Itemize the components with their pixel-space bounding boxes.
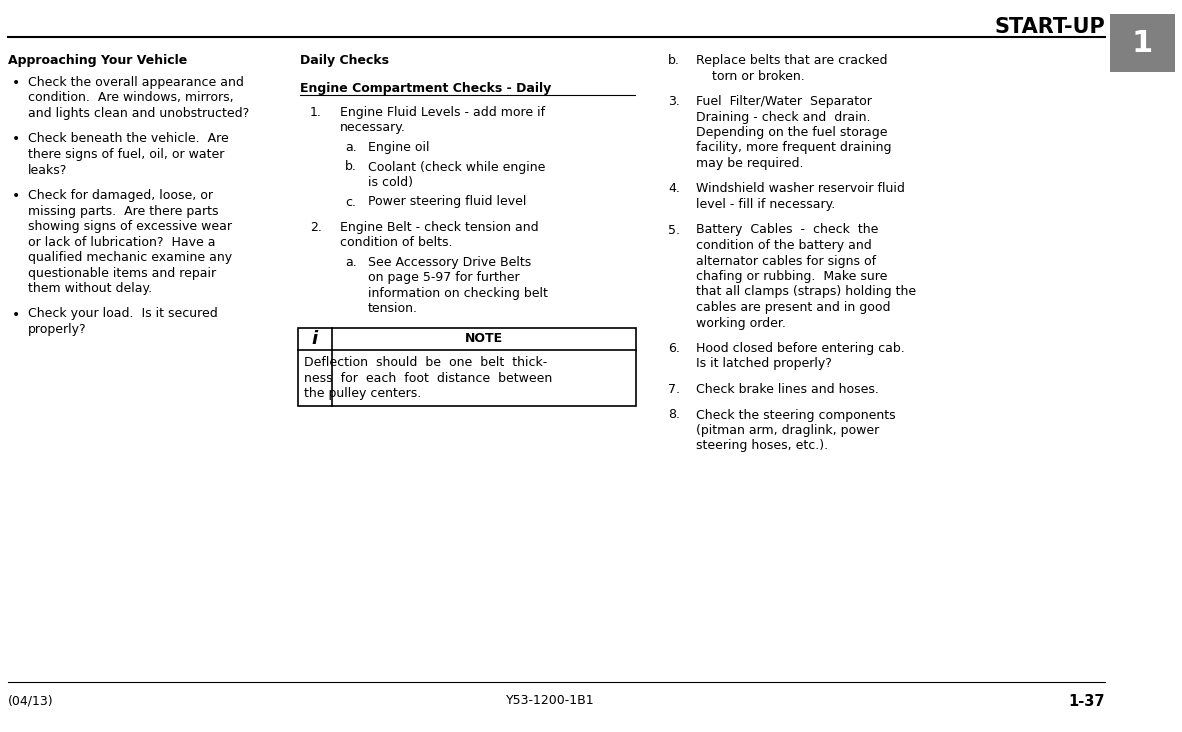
Text: 7.: 7. xyxy=(668,383,680,396)
Text: Approaching Your Vehicle: Approaching Your Vehicle xyxy=(8,54,187,67)
Text: torn or broken.: torn or broken. xyxy=(696,70,805,83)
Text: the pulley centers.: the pulley centers. xyxy=(304,387,421,400)
Text: 6.: 6. xyxy=(668,342,680,355)
Text: Engine Fluid Levels - add more if: Engine Fluid Levels - add more if xyxy=(340,106,545,119)
Text: Replace belts that are cracked: Replace belts that are cracked xyxy=(696,54,888,67)
Text: Check brake lines and hoses.: Check brake lines and hoses. xyxy=(696,383,879,396)
Text: is cold): is cold) xyxy=(368,176,413,189)
Text: •: • xyxy=(12,76,20,90)
Text: questionable items and repair: questionable items and repair xyxy=(28,266,216,280)
Text: Battery  Cables  -  check  the: Battery Cables - check the xyxy=(696,223,878,236)
Text: 2.: 2. xyxy=(310,221,322,234)
Text: Check the steering components: Check the steering components xyxy=(696,408,896,422)
Text: Check for damaged, loose, or: Check for damaged, loose, or xyxy=(28,189,213,202)
Text: cables are present and in good: cables are present and in good xyxy=(696,301,890,314)
Text: 4.: 4. xyxy=(668,182,680,195)
Text: Y53-1200-1B1: Y53-1200-1B1 xyxy=(506,694,595,707)
Text: Check beneath the vehicle.  Are: Check beneath the vehicle. Are xyxy=(28,132,229,146)
Text: START-UP: START-UP xyxy=(994,17,1105,37)
Text: 1: 1 xyxy=(1132,29,1154,58)
Text: 1-37: 1-37 xyxy=(1069,694,1105,709)
Text: condition.  Are windows, mirrors,: condition. Are windows, mirrors, xyxy=(28,92,234,105)
Text: them without delay.: them without delay. xyxy=(28,282,152,295)
Text: may be required.: may be required. xyxy=(696,157,804,170)
Text: necessary.: necessary. xyxy=(340,122,405,135)
Text: tension.: tension. xyxy=(368,302,418,315)
Bar xyxy=(1110,14,1175,72)
Text: (pitman arm, draglink, power: (pitman arm, draglink, power xyxy=(696,424,879,437)
Text: 8.: 8. xyxy=(668,408,680,422)
Text: qualified mechanic examine any: qualified mechanic examine any xyxy=(28,251,232,264)
Text: 3.: 3. xyxy=(668,95,680,108)
Text: Daily Checks: Daily Checks xyxy=(300,54,389,67)
Text: Power steering fluid level: Power steering fluid level xyxy=(368,195,526,209)
Text: Check the overall appearance and: Check the overall appearance and xyxy=(28,76,243,89)
Text: facility, more frequent draining: facility, more frequent draining xyxy=(696,141,891,154)
Text: information on checking belt: information on checking belt xyxy=(368,287,548,300)
Text: 1.: 1. xyxy=(310,106,322,119)
Text: or lack of lubrication?  Have a: or lack of lubrication? Have a xyxy=(28,236,215,248)
Text: Windshield washer reservoir fluid: Windshield washer reservoir fluid xyxy=(696,182,905,195)
Text: b.: b. xyxy=(668,54,680,67)
Text: there signs of fuel, oil, or water: there signs of fuel, oil, or water xyxy=(28,148,225,161)
Text: Engine oil: Engine oil xyxy=(368,141,429,154)
Text: that all clamps (straps) holding the: that all clamps (straps) holding the xyxy=(696,285,916,299)
Text: c.: c. xyxy=(345,195,356,209)
Text: Deflection  should  be  one  belt  thick-: Deflection should be one belt thick- xyxy=(304,356,547,369)
Text: i: i xyxy=(312,330,318,348)
Text: •: • xyxy=(12,132,20,146)
Text: NOTE: NOTE xyxy=(465,332,504,346)
Text: Engine Belt - check tension and: Engine Belt - check tension and xyxy=(340,221,539,234)
Text: Fuel  Filter/Water  Separator: Fuel Filter/Water Separator xyxy=(696,95,872,108)
Text: ness  for  each  foot  distance  between: ness for each foot distance between xyxy=(304,372,552,384)
Text: and lights clean and unobstructed?: and lights clean and unobstructed? xyxy=(28,107,249,120)
Text: on page 5-97 for further: on page 5-97 for further xyxy=(368,272,520,285)
Text: •: • xyxy=(12,189,20,203)
Text: Coolant (check while engine: Coolant (check while engine xyxy=(368,160,545,173)
Text: properly?: properly? xyxy=(28,323,86,336)
Text: See Accessory Drive Belts: See Accessory Drive Belts xyxy=(368,256,531,269)
Text: leaks?: leaks? xyxy=(28,163,67,176)
Text: working order.: working order. xyxy=(696,316,786,329)
Text: 5.: 5. xyxy=(668,223,680,236)
Text: Hood closed before entering cab.: Hood closed before entering cab. xyxy=(696,342,904,355)
Text: (04/13): (04/13) xyxy=(8,694,53,707)
Text: b.: b. xyxy=(345,160,357,173)
Text: Check your load.  Is it secured: Check your load. Is it secured xyxy=(28,307,217,321)
Text: Engine Compartment Checks - Daily: Engine Compartment Checks - Daily xyxy=(300,82,551,95)
Text: steering hoses, etc.).: steering hoses, etc.). xyxy=(696,439,829,452)
Text: alternator cables for signs of: alternator cables for signs of xyxy=(696,255,876,267)
Text: a.: a. xyxy=(345,141,357,154)
Text: •: • xyxy=(12,307,20,321)
Bar xyxy=(298,328,636,406)
Text: Depending on the fuel storage: Depending on the fuel storage xyxy=(696,126,888,139)
Text: condition of belts.: condition of belts. xyxy=(340,236,453,250)
Text: a.: a. xyxy=(345,256,357,269)
Text: chafing or rubbing.  Make sure: chafing or rubbing. Make sure xyxy=(696,270,888,283)
Text: level - fill if necessary.: level - fill if necessary. xyxy=(696,198,836,211)
Text: missing parts.  Are there parts: missing parts. Are there parts xyxy=(28,204,219,217)
Text: showing signs of excessive wear: showing signs of excessive wear xyxy=(28,220,232,233)
Text: condition of the battery and: condition of the battery and xyxy=(696,239,872,252)
Text: Is it latched properly?: Is it latched properly? xyxy=(696,357,832,370)
Text: Draining - check and  drain.: Draining - check and drain. xyxy=(696,111,870,124)
